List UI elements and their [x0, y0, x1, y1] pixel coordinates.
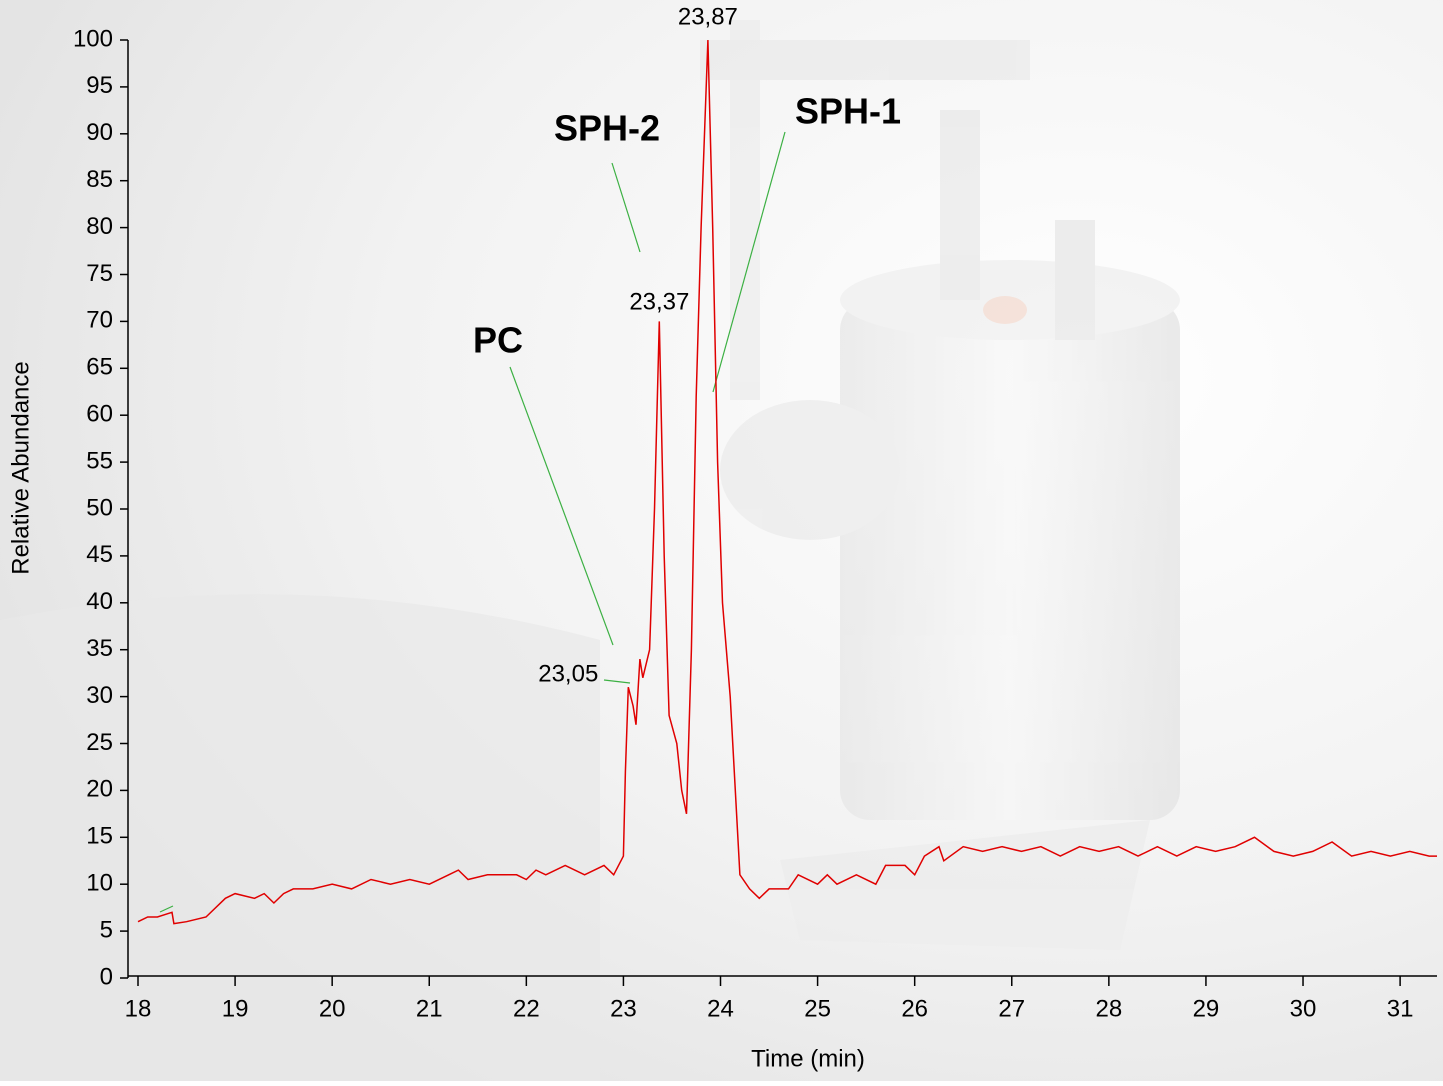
y-tick-label: 55 — [86, 447, 113, 474]
x-tick-label: 23 — [610, 995, 637, 1022]
x-tick-label: 30 — [1290, 995, 1317, 1022]
y-tick-label: 0 — [100, 963, 113, 990]
y-tick-label: 70 — [86, 307, 113, 334]
y-tick-label: 100 — [73, 25, 113, 52]
y-tick-label: 95 — [86, 72, 113, 99]
y-tick-label: 5 — [100, 916, 113, 943]
x-tick-label: 22 — [513, 995, 540, 1022]
x-tick-label: 29 — [1193, 995, 1220, 1022]
x-axis-title: Time (min) — [751, 1045, 865, 1072]
x-tick-label: 19 — [222, 995, 249, 1022]
y-tick-label: 25 — [86, 729, 113, 756]
y-tick-label: 75 — [86, 260, 113, 287]
y-tick-label: 50 — [86, 494, 113, 521]
annotation: PC — [473, 320, 523, 361]
instrument-image — [0, 20, 1180, 1081]
x-tick-label: 26 — [901, 995, 928, 1022]
y-tick-label: 20 — [86, 776, 113, 803]
chromatogram-line — [137, 39, 1437, 925]
x-tick-label: 31 — [1387, 995, 1414, 1022]
peak-label: 23,37 — [629, 289, 689, 316]
y-tick-label: 45 — [86, 541, 113, 568]
annotation: SPH-1 — [795, 91, 901, 132]
peak-label: 23,05 — [538, 661, 598, 688]
x-tick-label: 20 — [319, 995, 346, 1022]
y-tick-label: 90 — [86, 119, 113, 146]
y-tick-label: 65 — [86, 354, 113, 381]
y-tick-label: 80 — [86, 213, 113, 240]
y-tick-label: 40 — [86, 588, 113, 615]
y-axis-title: Relative Abundance — [7, 361, 34, 575]
y-tick-label: 60 — [86, 401, 113, 428]
y-tick-label: 10 — [86, 870, 113, 897]
x-tick-label: 24 — [707, 995, 734, 1022]
peak-label: 23,87 — [678, 3, 738, 30]
x-tick-label: 25 — [804, 995, 831, 1022]
y-tick-label: 35 — [86, 635, 113, 662]
x-tick-label: 21 — [416, 995, 443, 1022]
y-tick-label: 85 — [86, 166, 113, 193]
annotation: SPH-2 — [554, 108, 660, 149]
leader-lines — [159, 131, 786, 913]
x-tick-label: 28 — [1096, 995, 1123, 1022]
x-tick-label: 27 — [998, 995, 1025, 1022]
y-tick-label: 15 — [86, 823, 113, 850]
x-tick-label: 18 — [125, 995, 152, 1022]
y-tick-label: 30 — [86, 682, 113, 709]
